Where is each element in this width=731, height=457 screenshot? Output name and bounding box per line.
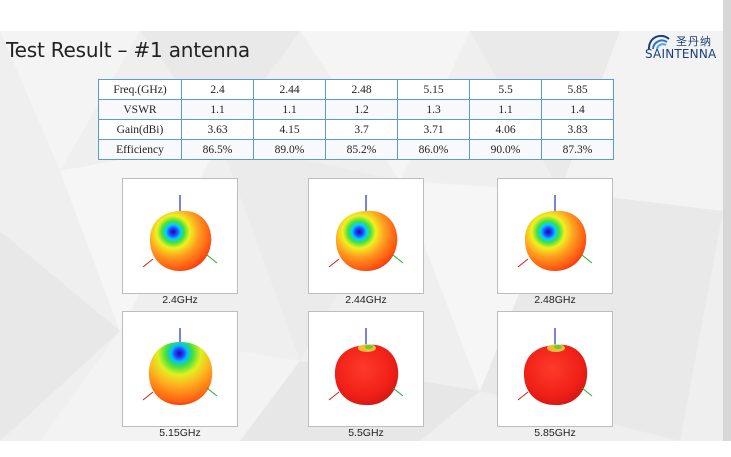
logo-english-text: SAINTENNA [645,47,717,61]
bottom-edge [0,441,731,457]
logo-arc-icon [647,35,670,49]
table-cell: 2.48 [325,79,398,100]
table-row-label: Gain(dBi) [98,119,182,140]
table-cell: 90.0% [469,139,542,160]
table-row-label: VSWR [98,99,182,120]
table-row: Efficiency 86.5% 89.0% 85.2% 86.0% 90.0% 87.3% [98,139,614,160]
table-row: Freq.(GHz) 2.4 2.44 2.48 5.15 5.5 5.85 [98,79,614,100]
table-cell: 1.3 [397,99,470,120]
table-cell: 1.2 [325,99,398,120]
table-cell: 1.1 [253,99,326,120]
plot-caption: 5.15GHz [159,427,201,439]
table-cell: 2.4 [181,79,254,100]
results-table: Freq.(GHz) 2.4 2.44 2.48 5.15 5.5 5.85 VSWR 1.1 1… [98,79,614,160]
radiation-pattern-plot [308,178,424,294]
table-cell: 1.4 [541,99,614,120]
plot-caption: 5.85GHz [534,427,576,439]
table-cell: 86.5% [181,139,254,160]
table-cell: 87.3% [541,139,614,160]
table-cell: 2.44 [253,79,326,100]
radiation-pattern-plot [497,178,613,294]
right-edge [723,0,731,457]
table-row-label: Freq.(GHz) [98,79,182,100]
radiation-pattern-plot [122,311,238,427]
plot-caption: 2.4GHz [162,294,198,306]
table-cell: 1.1 [181,99,254,120]
plot-caption: 2.48GHz [534,294,576,306]
table-cell: 3.7 [325,119,398,140]
table-cell: 89.0% [253,139,326,160]
plot-caption: 5.5GHz [348,427,384,439]
table-cell: 85.2% [325,139,398,160]
table-cell: 3.63 [181,119,254,140]
table-row-label: Efficiency [98,139,182,160]
radiation-pattern-plot [308,311,424,427]
table-cell: 3.83 [541,119,614,140]
table-cell: 4.06 [469,119,542,140]
radiation-pattern-plot [497,311,613,427]
radiation-pattern-plot [122,178,238,294]
table-row: Gain(dBi) 3.63 4.15 3.7 3.71 4.06 3.83 [98,119,614,140]
table-cell: 5.15 [397,79,470,100]
table-cell: 5.5 [469,79,542,100]
table-cell: 1.1 [469,99,542,120]
slide-title: Test Result – #1 antenna [6,38,250,62]
plot-caption: 2.44GHz [345,294,387,306]
table-cell: 3.71 [397,119,470,140]
table-row: VSWR 1.1 1.1 1.2 1.3 1.1 1.4 [98,99,614,120]
logo-chinese-text: 圣丹纳 [676,35,712,48]
company-logo: 圣丹纳 SAINTENNA [645,33,727,63]
table-cell: 4.15 [253,119,326,140]
table-cell: 86.0% [397,139,470,160]
table-cell: 5.85 [541,79,614,100]
